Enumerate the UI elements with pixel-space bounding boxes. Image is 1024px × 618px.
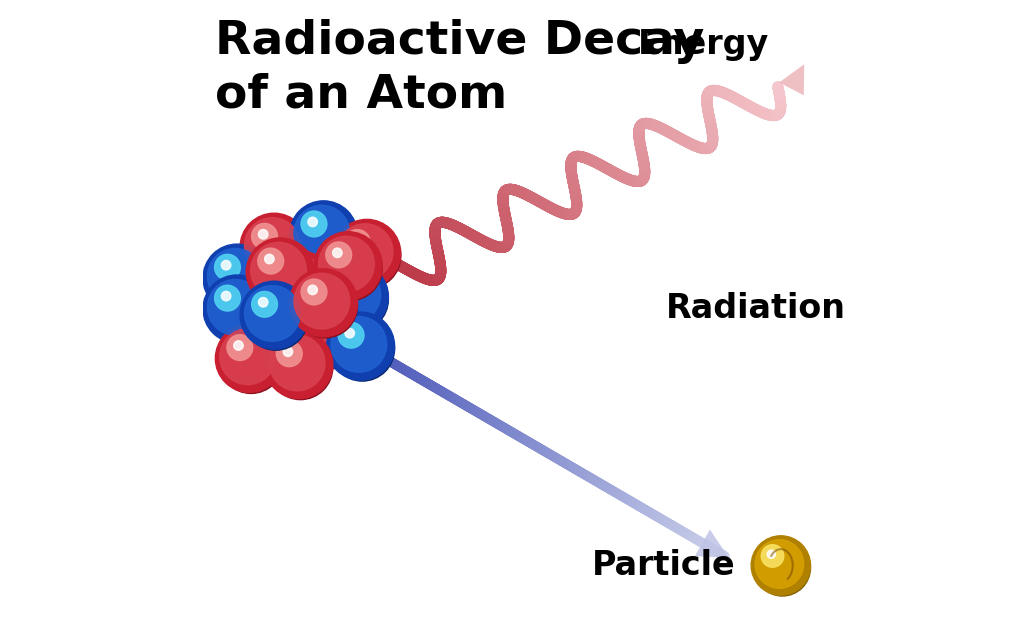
- Circle shape: [244, 286, 308, 350]
- Circle shape: [207, 248, 271, 313]
- Circle shape: [351, 235, 360, 245]
- Circle shape: [233, 294, 302, 362]
- Circle shape: [293, 205, 357, 270]
- Circle shape: [314, 316, 324, 326]
- Circle shape: [276, 261, 302, 286]
- Circle shape: [284, 266, 293, 276]
- Circle shape: [290, 269, 357, 337]
- Circle shape: [208, 248, 263, 304]
- Circle shape: [339, 279, 348, 289]
- Circle shape: [767, 550, 775, 558]
- Circle shape: [252, 292, 278, 317]
- Circle shape: [244, 218, 308, 282]
- Circle shape: [264, 254, 274, 264]
- Circle shape: [308, 285, 317, 295]
- Text: Energy: Energy: [638, 28, 769, 61]
- Circle shape: [300, 304, 356, 360]
- Circle shape: [338, 323, 364, 348]
- Circle shape: [308, 217, 317, 227]
- Circle shape: [301, 279, 327, 305]
- Text: Radioactive Decay
of an Atom: Radioactive Decay of an Atom: [215, 19, 705, 117]
- Circle shape: [299, 304, 364, 369]
- Circle shape: [324, 267, 388, 332]
- Circle shape: [221, 291, 230, 301]
- Circle shape: [754, 540, 810, 596]
- Circle shape: [246, 304, 271, 329]
- Circle shape: [317, 236, 382, 301]
- Circle shape: [294, 205, 349, 261]
- Circle shape: [276, 341, 302, 366]
- Circle shape: [326, 242, 351, 268]
- Circle shape: [258, 297, 268, 307]
- Circle shape: [252, 310, 262, 320]
- Circle shape: [251, 242, 306, 298]
- Circle shape: [293, 273, 357, 338]
- Circle shape: [327, 312, 394, 380]
- Circle shape: [220, 329, 275, 384]
- Circle shape: [233, 341, 244, 350]
- Circle shape: [208, 279, 263, 335]
- Circle shape: [314, 232, 382, 300]
- Circle shape: [269, 255, 325, 310]
- Circle shape: [227, 335, 253, 360]
- Circle shape: [219, 329, 284, 394]
- Circle shape: [265, 331, 333, 399]
- Circle shape: [321, 263, 388, 331]
- Circle shape: [238, 298, 302, 363]
- Circle shape: [269, 335, 325, 391]
- Circle shape: [203, 275, 271, 343]
- Circle shape: [258, 248, 284, 274]
- Circle shape: [307, 310, 333, 336]
- Circle shape: [290, 201, 357, 269]
- Circle shape: [265, 250, 333, 318]
- Circle shape: [331, 316, 387, 372]
- Circle shape: [245, 218, 300, 273]
- Circle shape: [330, 316, 394, 381]
- Circle shape: [296, 300, 364, 368]
- Circle shape: [245, 286, 300, 341]
- Circle shape: [240, 281, 308, 349]
- Circle shape: [318, 236, 375, 292]
- Circle shape: [755, 540, 804, 588]
- Circle shape: [337, 224, 393, 279]
- Circle shape: [336, 224, 400, 289]
- Circle shape: [752, 536, 810, 595]
- Circle shape: [246, 238, 314, 306]
- Circle shape: [215, 324, 284, 392]
- Circle shape: [268, 255, 333, 320]
- Circle shape: [215, 286, 241, 311]
- Circle shape: [325, 267, 381, 323]
- Text: Particle: Particle: [592, 549, 735, 582]
- Circle shape: [333, 219, 400, 287]
- Circle shape: [333, 248, 342, 258]
- Circle shape: [215, 255, 241, 280]
- Circle shape: [250, 242, 314, 307]
- Circle shape: [207, 279, 271, 344]
- Circle shape: [761, 544, 783, 567]
- Circle shape: [221, 260, 230, 270]
- Circle shape: [344, 230, 370, 255]
- Circle shape: [345, 328, 354, 338]
- Circle shape: [239, 298, 294, 353]
- Circle shape: [240, 213, 308, 281]
- Circle shape: [258, 229, 268, 239]
- Circle shape: [284, 347, 293, 357]
- Circle shape: [301, 211, 327, 237]
- Circle shape: [252, 224, 278, 249]
- Circle shape: [332, 273, 357, 298]
- Circle shape: [203, 244, 271, 312]
- Text: Radiation: Radiation: [666, 292, 846, 326]
- Circle shape: [294, 273, 349, 329]
- Circle shape: [268, 335, 333, 400]
